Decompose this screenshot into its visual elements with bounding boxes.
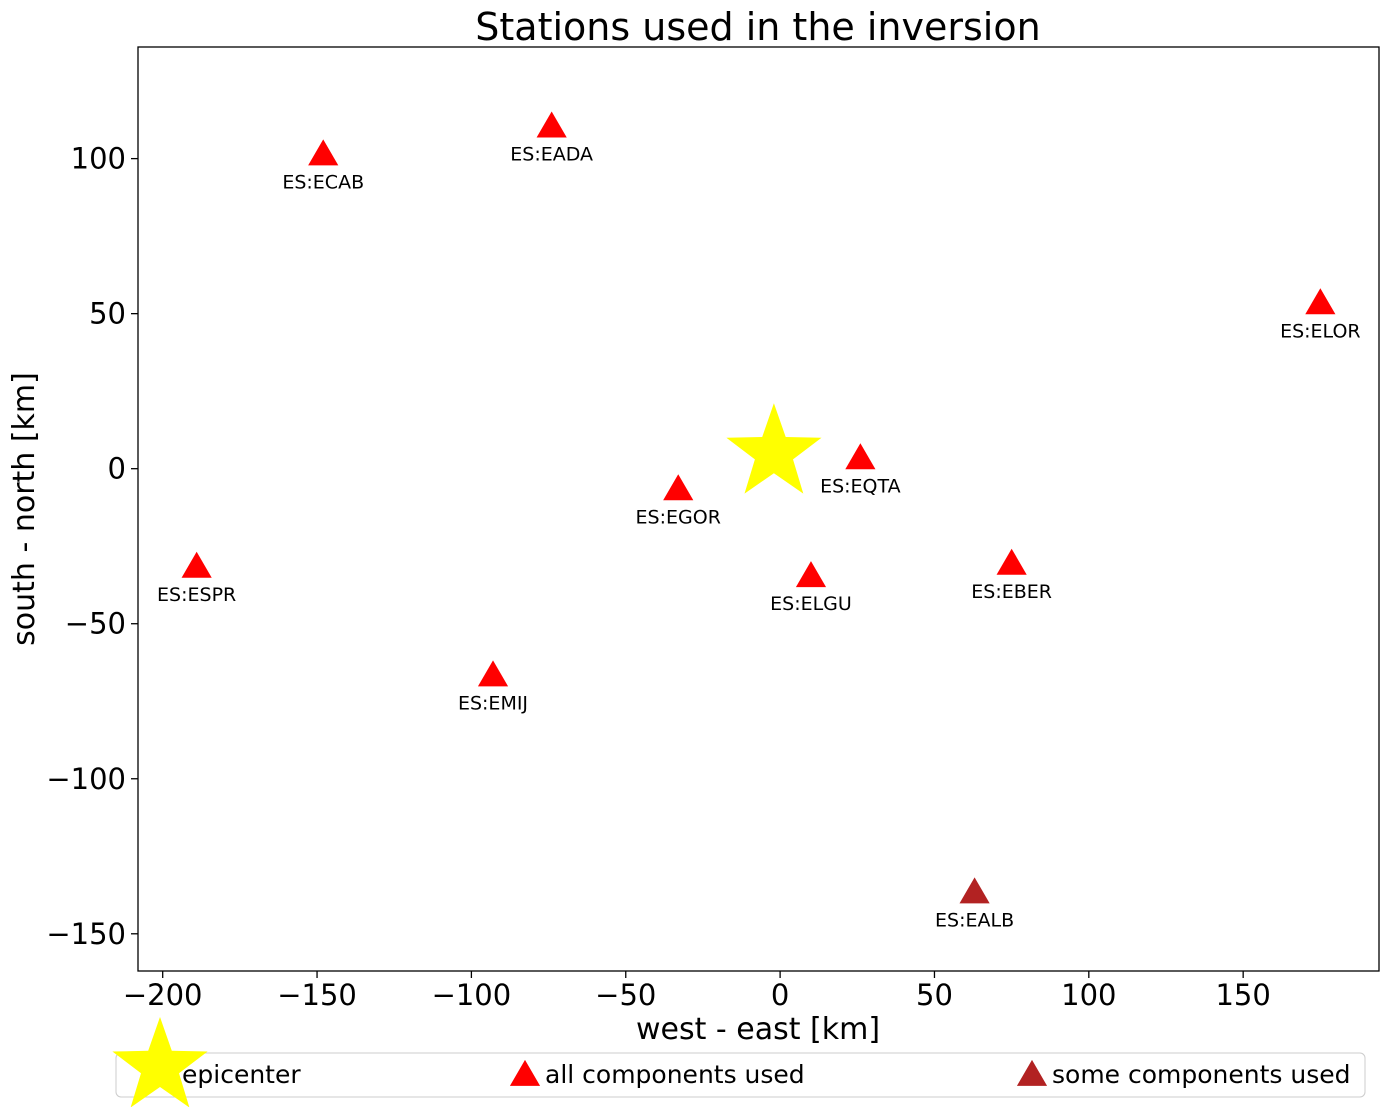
station-label: ES:ESPR xyxy=(157,584,236,606)
legend-label: some components used xyxy=(1052,1060,1351,1089)
station-marker xyxy=(477,660,509,687)
station-marker xyxy=(1305,288,1336,315)
y-tick-label: −150 xyxy=(46,917,126,951)
x-tick-label: 50 xyxy=(916,978,953,1012)
station-label: ES:EMIJ xyxy=(458,692,528,714)
station-label: ES:EGOR xyxy=(636,506,721,528)
legend-triangle-icon xyxy=(509,1059,541,1086)
x-axis: −200 −150 −100 −50 0 50 100 150 xyxy=(123,971,1271,1012)
legend: epicenter all components used some compone… xyxy=(112,1017,1366,1107)
y-tick-label: 0 xyxy=(108,452,126,486)
plot-frame xyxy=(137,46,1380,972)
y-axis: −150 −100 −50 0 50 100 xyxy=(46,142,138,951)
station-label: ES:ELGU xyxy=(770,593,852,615)
station-marker xyxy=(795,561,827,588)
legend-epicenter-icon xyxy=(112,1017,208,1107)
y-tick-label: 50 xyxy=(89,297,126,331)
x-tick-label: −200 xyxy=(123,978,203,1012)
x-tick-label: 100 xyxy=(1061,978,1116,1012)
legend-label: epicenter xyxy=(182,1060,301,1089)
y-axis-label: south - north [km] xyxy=(7,372,42,646)
x-axis-label: west - east [km] xyxy=(636,1012,880,1047)
y-tick-label: −50 xyxy=(65,607,126,641)
station-marker xyxy=(959,877,990,904)
x-tick-label: 150 xyxy=(1215,978,1270,1012)
station-marker xyxy=(536,111,567,138)
y-tick-label: −100 xyxy=(46,762,126,796)
station-label: ES:EBER xyxy=(971,581,1052,603)
station-label: ES:EADA xyxy=(510,144,593,166)
x-tick-label: −100 xyxy=(432,978,512,1012)
station-label: ES:EQTA xyxy=(820,475,901,497)
legend-frame xyxy=(115,1052,1366,1098)
station-label: ES:ELOR xyxy=(1280,320,1361,342)
x-tick-label: 0 xyxy=(771,978,789,1012)
station-label: ES:ECAB xyxy=(282,172,364,194)
station-marker xyxy=(181,551,212,578)
station-marker xyxy=(663,474,694,501)
x-tick-label: −150 xyxy=(277,978,357,1012)
y-tick-label: 100 xyxy=(71,142,126,176)
legend-triangle-icon xyxy=(1016,1059,1048,1086)
chart-title: Stations used in the inversion xyxy=(475,5,1040,49)
station-marker xyxy=(996,548,1027,575)
station-marker xyxy=(845,443,876,470)
epicenter-marker xyxy=(726,403,822,494)
station-marker xyxy=(308,139,339,166)
station-label: ES:EALB xyxy=(935,909,1014,931)
x-tick-label: −50 xyxy=(595,978,656,1012)
legend-label: all components used xyxy=(545,1060,805,1089)
plot-marks: ES:ECAB ES:EADA ES:ELOR ES:EQTA ES:EGOR ES:ES… xyxy=(157,111,1361,931)
